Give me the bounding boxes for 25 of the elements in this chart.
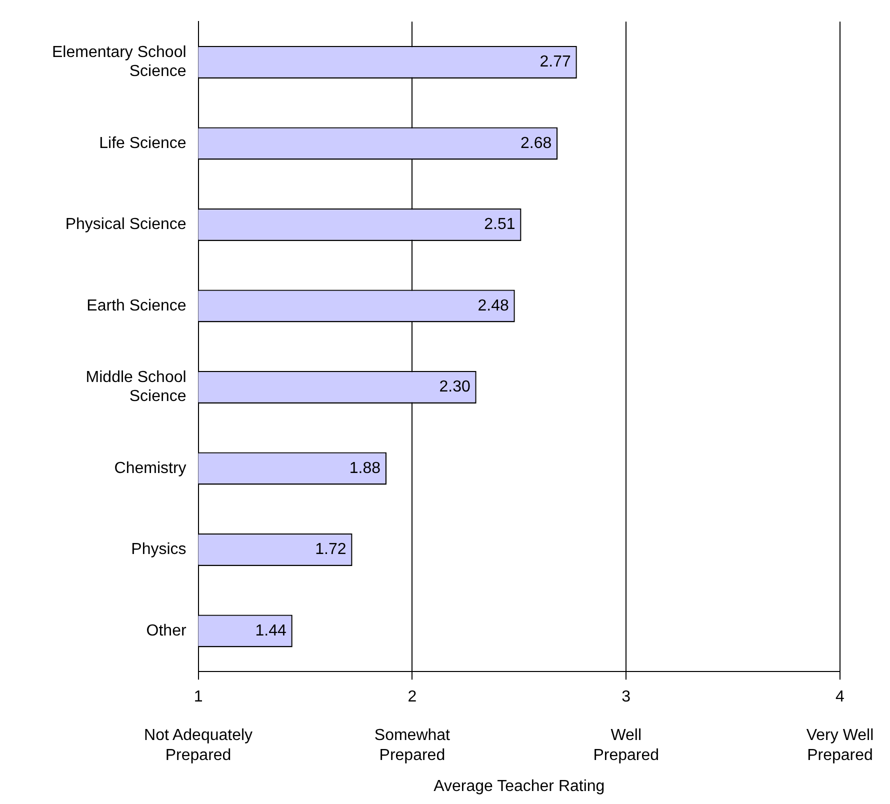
y-tick-label: Earth Science bbox=[86, 297, 186, 314]
data-label: 2.48 bbox=[478, 297, 509, 314]
x-tick-label: 1 bbox=[194, 688, 203, 706]
data-label: 2.51 bbox=[484, 216, 516, 234]
data-label: 1.72 bbox=[315, 541, 346, 558]
data-label: 1.88 bbox=[349, 460, 381, 477]
data-label: 1.44 bbox=[255, 622, 287, 640]
y-tick-label: Middle School Science bbox=[86, 369, 186, 406]
data-label: 2.30 bbox=[439, 378, 470, 396]
y-tick-label: Chemistry bbox=[114, 460, 186, 477]
y-tick-label: Elementary School Science bbox=[52, 44, 186, 80]
x-tick-label: 3 bbox=[622, 688, 631, 706]
y-tick-label: Physical Science bbox=[65, 216, 186, 234]
y-tick-label: Life Science bbox=[99, 134, 186, 152]
x-tick-label: 4 bbox=[836, 688, 845, 706]
data-label: 2.68 bbox=[520, 134, 552, 152]
y-tick-label: Physics bbox=[131, 541, 186, 558]
x-tick-label: 2 bbox=[408, 688, 417, 706]
text: Somewhat Prepared bbox=[374, 727, 451, 764]
text: Very Well Prepared bbox=[806, 727, 874, 764]
y-tick-label: Other bbox=[146, 622, 187, 640]
data-label: 2.77 bbox=[540, 54, 571, 71]
text: Not Adequately Prepared bbox=[144, 727, 253, 764]
text: Well Prepared bbox=[593, 727, 660, 764]
x-axis-title: Average Teacher Rating bbox=[434, 778, 605, 795]
